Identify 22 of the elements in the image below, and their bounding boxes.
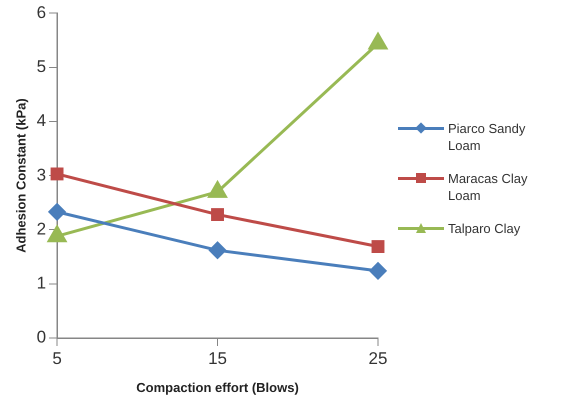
point — [368, 33, 388, 50]
legend-label: Talparo Clay — [448, 220, 522, 237]
point — [370, 262, 386, 280]
x-tick-label: 15 — [208, 348, 227, 368]
y-tick-label: 0 — [36, 328, 46, 347]
point — [211, 208, 224, 222]
x-tick-label: 25 — [368, 348, 388, 368]
y-tick-label: 3 — [36, 165, 46, 184]
y-tick-label: 5 — [36, 57, 46, 76]
y-tick-label: 6 — [36, 2, 46, 22]
x-tick-label: 5 — [52, 348, 62, 368]
point — [372, 240, 384, 253]
legend-label: Maracas Clay Loam — [448, 170, 528, 204]
point — [50, 168, 64, 180]
y-tick-label: 2 — [36, 219, 46, 238]
y-tick-label: 1 — [36, 274, 46, 293]
point — [209, 242, 226, 259]
y-axis-title: Adhesion Constant (kPa) — [13, 98, 28, 253]
x-axis-title: Compaction effort (Blows) — [136, 380, 299, 395]
point — [48, 203, 66, 220]
y-tick-label: 4 — [36, 111, 46, 130]
legend-label: Piarco Sandy Loam — [448, 120, 526, 154]
